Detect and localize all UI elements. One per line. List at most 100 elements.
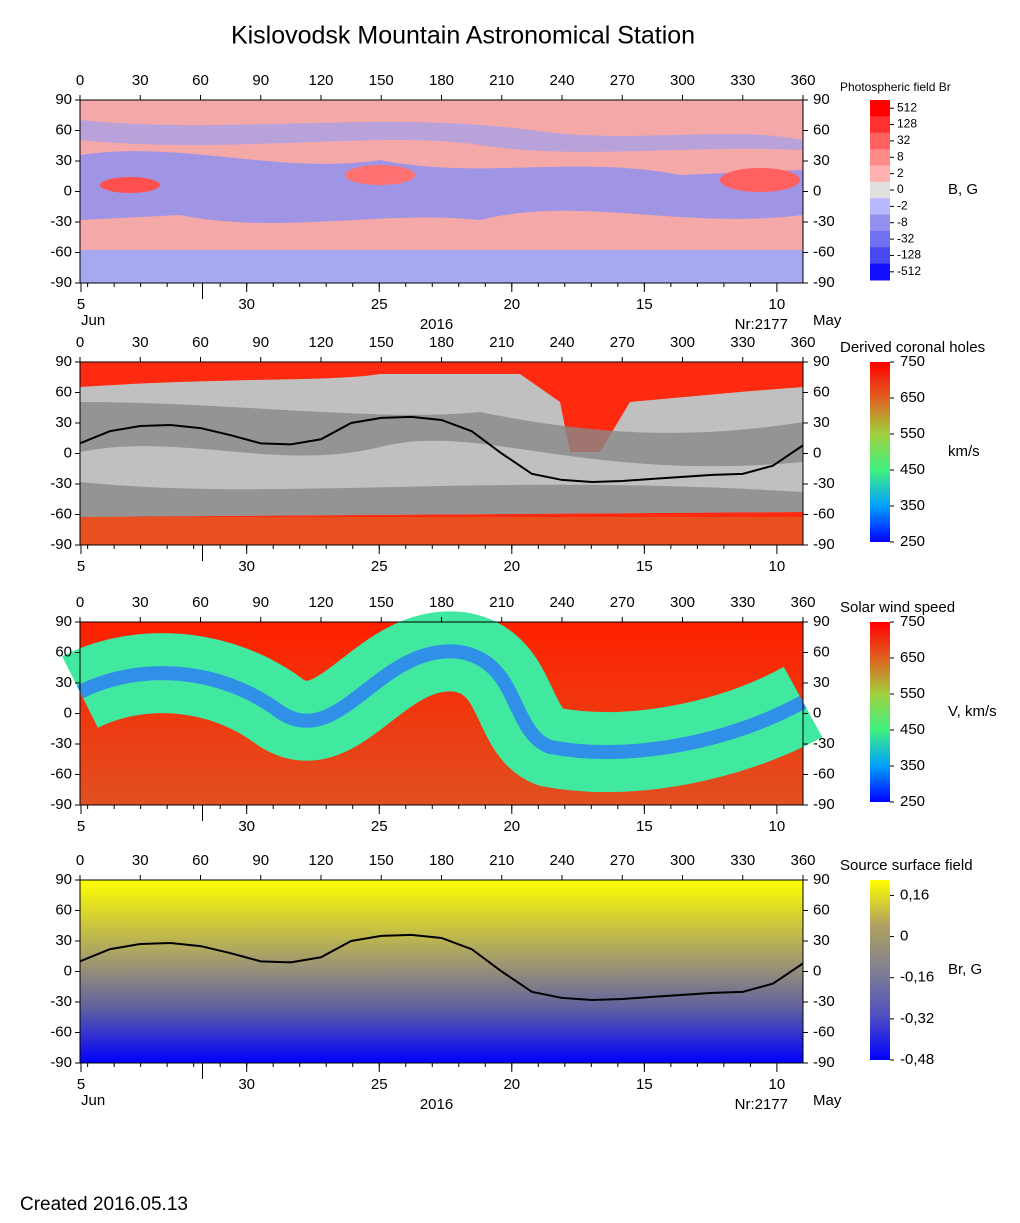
y-tick-label: 90 (55, 353, 72, 370)
x-tick-label: 150 (369, 594, 394, 611)
x-tick-label: 60 (192, 72, 209, 89)
y-tick-label: 90 (55, 871, 72, 888)
y-tick-label: 30 (55, 152, 72, 169)
colorbar-tick-label: 350 (900, 497, 925, 514)
year-label: 2016 (420, 316, 453, 333)
y-tick-label: 0 (813, 182, 821, 199)
colorbar (870, 622, 890, 802)
source-surface-map (80, 880, 803, 1063)
colorbar-title: Photospheric field Br (840, 80, 951, 94)
colorbar-tick-label: 0,16 (900, 886, 929, 903)
rotation-label: Nr:2177 (735, 1096, 788, 1113)
colorbar-band (870, 214, 890, 232)
colorbar-title: Solar wind speed (840, 599, 955, 616)
x-tick-label: 30 (132, 852, 149, 869)
y-tick-label: 90 (55, 613, 72, 630)
date-tick-label: 25 (371, 818, 388, 835)
x-tick-label: 330 (730, 334, 755, 351)
photospheric-map (80, 100, 803, 283)
colorbar-tick-label: -2 (897, 199, 908, 213)
date-tick-label: 5 (77, 1076, 85, 1093)
colorbar-tick-label: 650 (900, 389, 925, 406)
x-tick-label: 150 (369, 72, 394, 89)
x-tick-label: 90 (252, 852, 269, 869)
y-tick-label: 60 (813, 383, 830, 400)
date-tick-label: 5 (77, 558, 85, 575)
month-label: May (813, 312, 842, 329)
y-tick-label: -30 (813, 735, 835, 752)
date-tick-label: 25 (371, 296, 388, 313)
colorbar-label: V, km/s (948, 703, 997, 720)
x-tick-label: 360 (790, 334, 815, 351)
y-tick-label: 60 (55, 383, 72, 400)
neutral-line (79, 415, 804, 483)
date-tick-label: 10 (769, 1076, 786, 1093)
x-tick-label: 210 (489, 852, 514, 869)
colorbar-band (870, 116, 890, 134)
date-tick-label: 30 (238, 1076, 255, 1093)
colorbar-tick-label: -32 (897, 231, 915, 245)
y-tick-label: -60 (813, 243, 835, 260)
axes: 0 30 60 90 120 150 180 210 240 270 300 330 360-90 -90… (50, 72, 978, 333)
y-tick-label: 0 (64, 704, 72, 721)
y-tick-label: -90 (813, 796, 835, 813)
colorbar-band (870, 247, 890, 265)
colorbar-tick-label: -512 (897, 264, 921, 278)
y-tick-label: -30 (813, 993, 835, 1010)
colorbar (870, 880, 890, 1060)
y-tick-label: -90 (50, 536, 72, 553)
month-label: Jun (81, 1092, 105, 1109)
y-tick-label: -30 (813, 475, 835, 492)
x-tick-label: 300 (670, 594, 695, 611)
colorbar-band (870, 100, 890, 117)
date-tick-label: 15 (636, 1076, 653, 1093)
x-tick-label: 210 (489, 334, 514, 351)
x-tick-label: 180 (429, 334, 454, 351)
colorbar-tick-label: 0 (897, 182, 904, 196)
x-tick-label: 300 (670, 334, 695, 351)
y-tick-label: 30 (813, 414, 830, 431)
y-tick-label: 60 (813, 121, 830, 138)
page-title: Kislovodsk Mountain Astronomical Station (231, 22, 695, 50)
y-tick-label: -90 (50, 274, 72, 291)
x-tick-label: 210 (489, 594, 514, 611)
date-tick-label: 15 (636, 296, 653, 313)
x-tick-label: 360 (790, 594, 815, 611)
date-tick-label: 25 (371, 558, 388, 575)
y-tick-label: -90 (50, 1054, 72, 1071)
colorbar-tick-label: 750 (900, 353, 925, 370)
x-tick-label: 180 (429, 852, 454, 869)
x-tick-label: 240 (549, 852, 574, 869)
colorbar-tick-label: 32 (897, 133, 911, 147)
x-tick-label: 240 (549, 72, 574, 89)
colorbar-label: km/s (948, 443, 980, 460)
y-tick-label: 30 (813, 152, 830, 169)
date-tick-label: 15 (636, 818, 653, 835)
solar-wind-map (62, 611, 823, 805)
date-tick-label: 30 (238, 296, 255, 313)
y-tick-label: -60 (813, 1023, 835, 1040)
rotation-label: Nr:2177 (735, 316, 788, 333)
y-tick-label: 0 (64, 444, 72, 461)
y-tick-label: 90 (813, 91, 830, 108)
y-tick-label: -30 (50, 735, 72, 752)
colorbar-tick-label: 8 (897, 149, 904, 163)
x-tick-label: 30 (132, 334, 149, 351)
x-tick-label: 150 (369, 852, 394, 869)
x-tick-label: 120 (308, 72, 333, 89)
colorbar-band (870, 230, 890, 248)
date-tick-label: 20 (503, 296, 520, 313)
x-tick-label: 0 (76, 72, 84, 89)
colorbar-band (870, 263, 890, 281)
date-tick-label: 10 (769, 296, 786, 313)
date-tick-label: 25 (371, 1076, 388, 1093)
y-tick-label: 0 (64, 962, 72, 979)
x-tick-label: 300 (670, 852, 695, 869)
x-tick-label: 180 (429, 72, 454, 89)
colorbar-tick-label: 350 (900, 757, 925, 774)
x-tick-label: 60 (192, 334, 209, 351)
x-tick-label: 0 (76, 594, 84, 611)
y-tick-label: 0 (813, 444, 821, 461)
x-tick-label: 270 (610, 852, 635, 869)
